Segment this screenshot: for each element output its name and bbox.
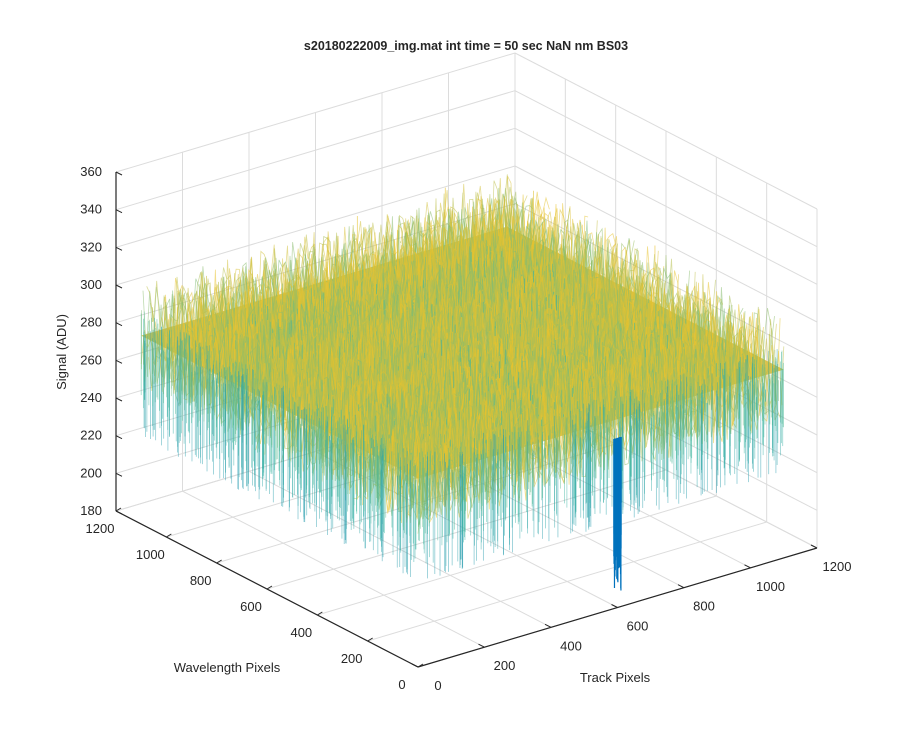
- z-tick-label: 360: [80, 164, 102, 179]
- y-tick-label: 0: [398, 677, 405, 692]
- z-tick-label: 340: [80, 202, 102, 217]
- x-tick-label: 800: [693, 599, 715, 614]
- z-axis-label: Signal (ADU): [54, 314, 69, 390]
- side-wall-grid-line-z: [514, 165, 818, 323]
- y-tick-mark: [367, 637, 373, 642]
- y-tick-label: 200: [341, 651, 363, 666]
- x-tick-mark: [478, 643, 485, 648]
- y-tick-mark: [317, 611, 323, 616]
- z-tick-label: 320: [80, 239, 102, 254]
- x-tick-label: 400: [560, 638, 582, 653]
- z-tick-mark: [115, 171, 123, 176]
- side-wall-grid-line-z: [514, 52, 818, 210]
- z-tick-mark: [115, 322, 123, 327]
- y-tick-label: 1200: [86, 521, 115, 536]
- side-wall-grid-line-z: [514, 90, 818, 248]
- z-tick-label: 300: [80, 277, 102, 292]
- side-wall-grid-line-z: [514, 127, 818, 285]
- y-tick-mark: [417, 663, 424, 668]
- x-axis-label: Track Pixels: [580, 670, 651, 685]
- axes: [115, 171, 818, 668]
- chart-title: s20180222009_img.mat int time = 50 sec N…: [304, 39, 628, 53]
- y-axis-label: Wavelength Pixels: [174, 660, 281, 675]
- floor-grid-line-y: [317, 495, 717, 616]
- x-tick-mark: [677, 584, 685, 589]
- z-tick-mark: [115, 246, 123, 251]
- x-tick-mark: [544, 623, 552, 628]
- x-tick-label: 0: [434, 678, 441, 693]
- y-tick-mark: [115, 507, 122, 512]
- back-wall-grid-line-z: [115, 127, 516, 248]
- z-tick-mark: [115, 359, 123, 364]
- y-tick-label: 600: [240, 599, 262, 614]
- surface-strand: [413, 318, 781, 518]
- z-tick-mark: [115, 435, 123, 440]
- z-tick-mark: [115, 397, 123, 402]
- x-tick-mark: [810, 544, 818, 549]
- z-tick-mark: [115, 209, 123, 214]
- z-tick-label: 260: [80, 352, 102, 367]
- x-tick-label: 600: [627, 619, 649, 634]
- y-tick-label: 400: [290, 625, 312, 640]
- side-wall-grid-line-z: [514, 203, 818, 361]
- floor-grid-line-y: [367, 521, 767, 642]
- floor-grid-line-y: [266, 469, 667, 590]
- x-tick-label: 1200: [823, 559, 852, 574]
- surface: [140, 174, 785, 591]
- z-tick-mark: [115, 284, 123, 289]
- x-tick-label: 200: [494, 658, 516, 673]
- y-tick-mark: [216, 559, 222, 564]
- x-tick-mark: [411, 663, 419, 668]
- x-tick-label: 1000: [756, 579, 785, 594]
- z-tick-label: 180: [80, 503, 102, 518]
- back-wall-grid-line-z: [115, 52, 516, 173]
- tick-labels: 0 200 400 600 800 1000 1200 0 200 400 600 800 1000 12…: [80, 164, 851, 693]
- z-tick-label: 220: [80, 428, 102, 443]
- y-tick-mark: [166, 533, 172, 538]
- surface-strand: [417, 318, 785, 534]
- y-tick-label: 800: [190, 573, 212, 588]
- y-tick-label: 1000: [136, 547, 165, 562]
- z-tick-mark: [115, 472, 123, 477]
- y-tick-mark: [266, 585, 273, 590]
- z-tick-label: 200: [80, 465, 102, 480]
- z-tick-label: 280: [80, 315, 102, 330]
- z-tick-label: 240: [80, 390, 102, 405]
- back-wall-grid-line-z: [115, 165, 516, 286]
- x-tick-mark: [611, 604, 618, 608]
- z-tick-mark: [115, 510, 123, 515]
- x-tick-mark: [744, 564, 751, 569]
- back-wall-grid-line-z: [115, 90, 516, 211]
